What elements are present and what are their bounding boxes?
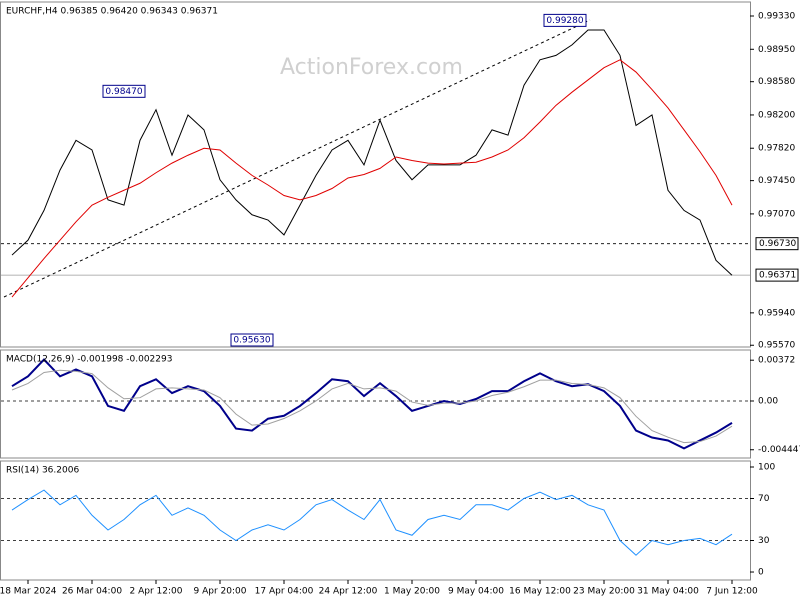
x-tick-label: 9 May 04:00 <box>448 587 504 597</box>
panel-frame <box>0 460 751 581</box>
x-tick-label: 26 Mar 04:00 <box>62 587 122 597</box>
annotation-box <box>230 333 274 347</box>
level-label: 0.96371 <box>759 271 796 281</box>
annotation-label: 0.95630 <box>233 335 270 345</box>
y-tick-label: 0.98580 <box>758 77 795 87</box>
x-tick-label: 18 Mar 2024 <box>0 587 57 597</box>
x-tick-label: 17 Apr 04:00 <box>255 587 314 597</box>
y-tick-label: 0.97450 <box>758 176 795 186</box>
x-tick-label: 1 May 20:00 <box>384 587 440 597</box>
x-tick-label: 16 May 12:00 <box>509 587 571 597</box>
level-label-box <box>755 268 799 282</box>
x-tick-label: 23 May 20:00 <box>573 587 635 597</box>
y-tick-label: 0.95570 <box>758 341 795 351</box>
y-tick-label: 0.98200 <box>758 110 795 120</box>
panel-frame <box>0 1 751 348</box>
y-tick-label: -0.004447 <box>758 445 800 455</box>
y-tick-label: 0.98950 <box>758 45 795 55</box>
y-tick-label: 0.95940 <box>758 308 795 318</box>
x-tick-label: 2 Apr 12:00 <box>130 587 183 597</box>
panel-title: EURCHF,H4 0.96385 0.96420 0.96343 0.9637… <box>6 7 218 17</box>
y-tick-label: 0.97070 <box>758 209 795 219</box>
x-tick-label: 9 Apr 20:00 <box>194 587 247 597</box>
y-tick-label: 0.99330 <box>758 12 795 22</box>
x-tick-label: 24 Apr 12:00 <box>319 587 378 597</box>
panel-frame <box>0 349 751 459</box>
y-tick-label: 70 <box>758 494 770 504</box>
panel-title: RSI(14) 36.2006 <box>6 466 79 476</box>
annotation-box <box>543 13 587 27</box>
annotation-label: 0.98470 <box>105 87 142 97</box>
series-line <box>11 489 733 556</box>
series-line <box>11 59 733 298</box>
level-label-box <box>755 237 799 251</box>
annotation-label: 0.99280 <box>546 16 583 26</box>
y-tick-label: 100 <box>758 462 775 472</box>
y-tick-label: 0 <box>758 568 764 578</box>
y-tick-label: 0.00 <box>758 396 778 406</box>
annotation-box <box>102 84 146 98</box>
series-line <box>11 369 733 444</box>
y-tick-label: 0.97820 <box>758 144 795 154</box>
x-tick-label: 31 May 04:00 <box>637 587 699 597</box>
panel-title: MACD(12,26,9) -0.001998 -0.002293 <box>6 355 172 365</box>
watermark: ActionForex.com <box>280 55 463 80</box>
trend-line <box>3 19 591 298</box>
y-tick-label: 0.00372 <box>758 356 795 366</box>
x-tick-label: 7 Jun 12:00 <box>706 587 758 597</box>
level-label: 0.96730 <box>759 239 796 249</box>
y-tick-label: 30 <box>758 536 770 546</box>
series-line <box>11 29 733 276</box>
